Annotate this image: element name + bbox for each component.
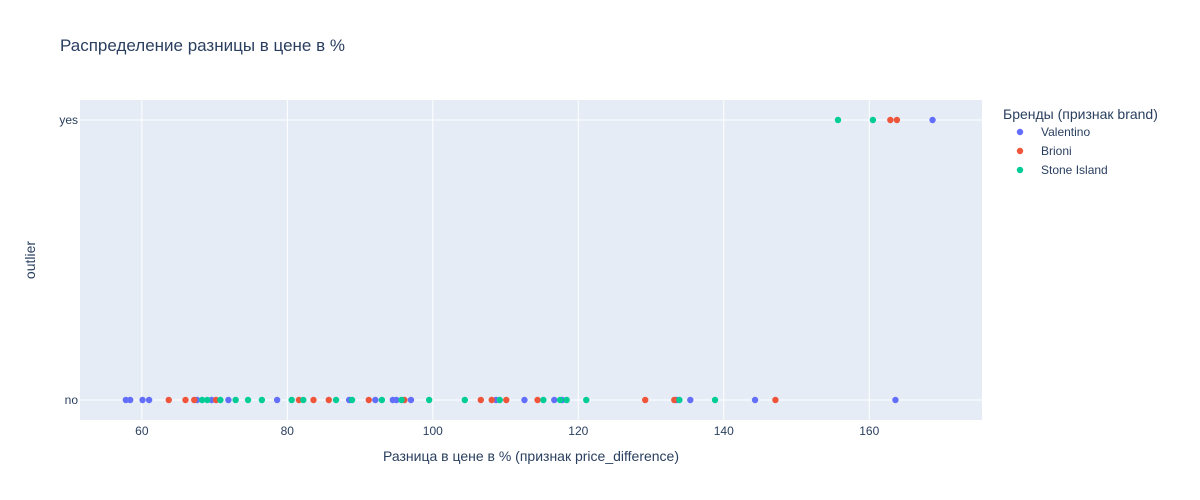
data-point[interactable] <box>217 396 224 404</box>
data-point[interactable] <box>310 396 317 404</box>
data-point[interactable] <box>534 396 541 404</box>
data-point[interactable] <box>751 396 759 404</box>
data-point[interactable] <box>540 396 547 404</box>
data-point[interactable] <box>551 396 558 404</box>
data-point[interactable] <box>407 396 415 404</box>
data-point[interactable] <box>325 396 332 404</box>
legend-marker <box>1016 147 1024 155</box>
data-point[interactable] <box>244 396 252 404</box>
data-point[interactable] <box>642 396 649 404</box>
data-point[interactable] <box>563 396 570 404</box>
data-point[interactable] <box>425 396 433 404</box>
data-point[interactable] <box>556 396 564 404</box>
legend-item[interactable]: Brioni <box>1016 144 1072 158</box>
data-point[interactable] <box>288 396 295 404</box>
plot-area <box>80 100 982 420</box>
data-point[interactable] <box>503 396 510 404</box>
legend-label: Brioni <box>1041 144 1072 158</box>
data-point[interactable] <box>583 396 590 404</box>
x-tick-label: 80 <box>281 424 295 438</box>
legend-item[interactable]: Stone Island <box>1016 163 1108 177</box>
data-point[interactable] <box>892 396 899 404</box>
legend-label: Stone Island <box>1041 163 1108 177</box>
data-point[interactable] <box>671 396 678 404</box>
data-point[interactable] <box>204 396 211 404</box>
x-tick-label: 160 <box>859 424 879 438</box>
data-point[interactable] <box>521 396 528 404</box>
legend: Бренды (признак brand) Valentino Brioni St… <box>1003 106 1158 177</box>
data-point[interactable] <box>273 396 281 404</box>
data-point[interactable] <box>477 396 485 404</box>
data-point[interactable] <box>332 396 340 404</box>
data-point[interactable] <box>393 396 400 404</box>
data-point[interactable] <box>258 396 266 404</box>
x-tick-label: 60 <box>135 424 149 438</box>
data-point[interactable] <box>887 116 894 124</box>
data-point[interactable] <box>199 396 206 404</box>
data-point[interactable] <box>348 396 356 404</box>
data-point[interactable] <box>772 396 779 404</box>
data-point[interactable] <box>365 396 372 404</box>
data-point[interactable] <box>893 116 901 124</box>
data-point[interactable] <box>711 396 719 404</box>
series-stone-island <box>199 116 877 404</box>
x-tick-label: 120 <box>568 424 588 438</box>
data-points <box>122 116 936 404</box>
legend-marker <box>1016 166 1024 174</box>
data-point[interactable] <box>126 396 134 404</box>
data-point[interactable] <box>834 116 842 124</box>
data-point[interactable] <box>225 396 232 404</box>
x-axis-ticks: 60 80 100 120 140 160 <box>135 424 879 438</box>
data-point[interactable] <box>191 396 198 404</box>
legend-label: Valentino <box>1041 125 1090 139</box>
data-point[interactable] <box>182 396 189 404</box>
chart-title: Распределение разницы в цене в % <box>60 36 345 55</box>
x-tick-label: 100 <box>423 424 443 438</box>
data-point[interactable] <box>461 396 469 404</box>
data-point[interactable] <box>496 396 503 404</box>
x-axis-title: Разница в цене в % (признак price_differ… <box>383 448 679 464</box>
data-point[interactable] <box>165 396 172 404</box>
y-axis-ticks: no yes <box>59 113 78 407</box>
data-point[interactable] <box>300 396 307 404</box>
data-point[interactable] <box>372 396 379 404</box>
data-point[interactable] <box>929 116 936 124</box>
data-point[interactable] <box>232 396 239 404</box>
y-tick-label: yes <box>59 113 78 127</box>
data-point[interactable] <box>139 396 146 404</box>
data-point[interactable] <box>676 396 683 404</box>
data-point[interactable] <box>378 396 386 404</box>
data-point[interactable] <box>398 396 405 404</box>
y-tick-label: no <box>65 393 79 407</box>
data-point[interactable] <box>869 116 877 124</box>
data-point[interactable] <box>488 396 495 404</box>
legend-item[interactable]: Valentino <box>1016 125 1091 139</box>
y-axis-title: outlier <box>22 241 38 279</box>
legend-marker <box>1016 128 1024 136</box>
x-tick-label: 140 <box>714 424 734 438</box>
legend-title: Бренды (признак brand) <box>1003 106 1158 122</box>
data-point[interactable] <box>687 396 694 404</box>
data-point[interactable] <box>145 396 153 404</box>
